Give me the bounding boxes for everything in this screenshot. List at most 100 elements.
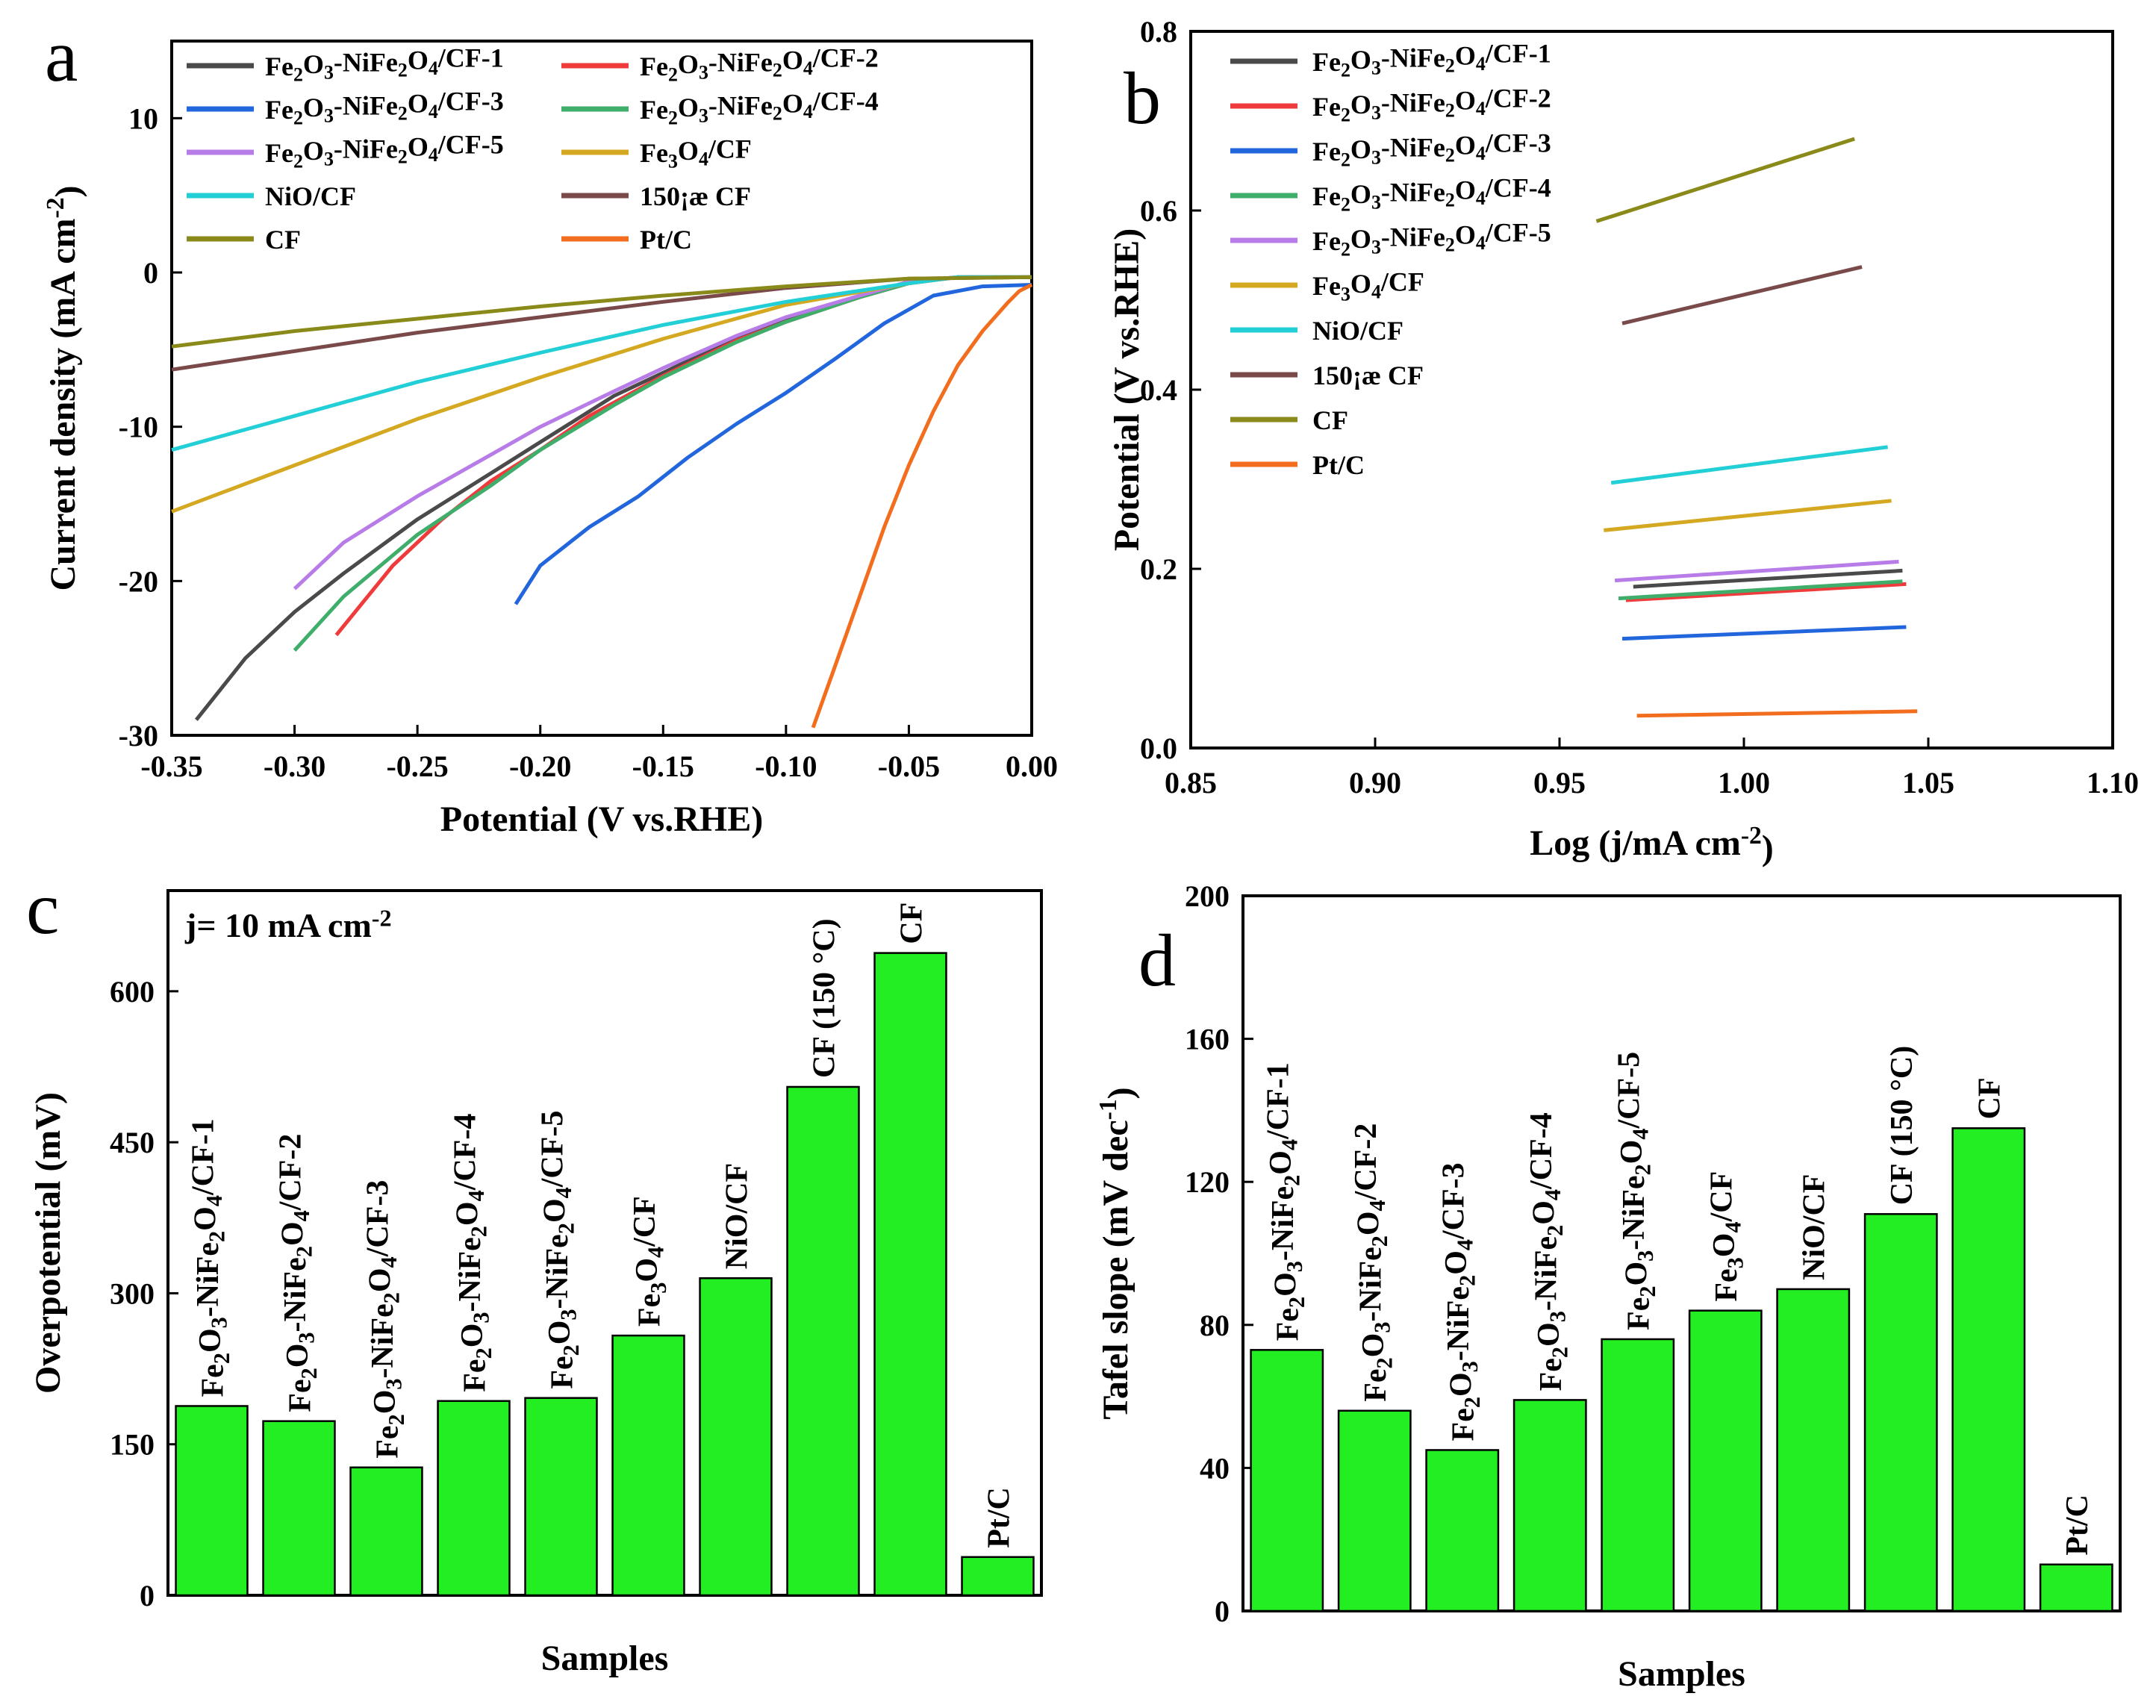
- y-tick-label: 0: [143, 256, 158, 290]
- bar: [175, 1405, 249, 1597]
- series-line: [1621, 625, 1907, 641]
- y-tick-label: -10: [119, 411, 158, 444]
- legend-label: Fe2O3-NiFe2O4/CF-5: [265, 130, 504, 172]
- y-tick-label: -30: [119, 719, 158, 752]
- y-tick-label: 0.4: [1140, 373, 1177, 407]
- bar: [524, 1397, 598, 1597]
- bar: [1337, 1409, 1412, 1612]
- bar: [1776, 1288, 1851, 1612]
- bar: [1425, 1449, 1500, 1612]
- panel-letter-c: c: [26, 867, 59, 950]
- panel-letter-a: a: [45, 14, 78, 97]
- legend-label: Fe2O3-NiFe2O4/CF-4: [1312, 173, 1551, 216]
- series-line: [811, 283, 1033, 729]
- x-tick-label: 0.85: [1165, 766, 1217, 800]
- bar: [262, 1420, 336, 1597]
- legend-label: Fe3O4/CF: [640, 134, 752, 172]
- legend-label: 150¡æ CF: [1312, 361, 1424, 390]
- panel-a-chart: -0.35 -0.30 -0.25 -0.20 -0.15 -0.10 -0.05 0.00 -…: [42, 40, 1058, 839]
- series-line: [171, 275, 1032, 349]
- y-tick-label: 0.0: [1140, 732, 1177, 765]
- x-axis-label: Potential (V vs.RHE): [440, 800, 763, 839]
- series-line: [1621, 265, 1863, 325]
- x-tick-label: 1.10: [2087, 766, 2139, 800]
- series-line: [1604, 499, 1892, 532]
- series-line: [514, 283, 1032, 605]
- bar-label: CF: [895, 903, 929, 944]
- bar: [1951, 1127, 2026, 1612]
- bar-label: Fe2O3-NiFe2O4/CF-5: [535, 1111, 584, 1389]
- bar: [873, 952, 947, 1597]
- legend-label: Fe2O3-NiFe2O4/CF-4: [640, 87, 879, 129]
- bar: [1250, 1349, 1324, 1612]
- x-tick-label: -0.35: [140, 749, 202, 783]
- legend-label: CF: [265, 225, 301, 255]
- bar-label: CF (150 °C): [808, 918, 842, 1078]
- bar-label: CF: [1973, 1077, 2007, 1119]
- legend-label: Fe2O3-NiFe2O4/CF-2: [640, 43, 879, 86]
- legend-label: NiO/CF: [265, 181, 356, 211]
- panel-d-chart: 0 40 80 120 160 200 Fe2O3-NiFe2O4/CF-1 Fe2O3-Ni…: [1094, 879, 2122, 1694]
- y-tick-label: 120: [1185, 1165, 1230, 1199]
- bar-label: Fe3O4/CF: [628, 1196, 671, 1327]
- x-tick-label: -0.10: [755, 749, 817, 783]
- y-axis-label: Overpotential (mV): [28, 1092, 68, 1394]
- series-line: [1618, 579, 1903, 601]
- panel-a-plot-frame: [170, 40, 1033, 737]
- y-tick-label: 40: [1200, 1451, 1230, 1485]
- panel-d-plot-frame: [1241, 894, 2122, 1612]
- x-tick-label: 1.00: [1718, 766, 1770, 800]
- panel-b-chart: 0.85 0.90 0.95 1.00 1.05 1.10 0.0 0.2 0.4 0.6 0.8 L…: [1107, 15, 2139, 867]
- series-line: [1610, 445, 1889, 485]
- bar: [961, 1556, 1035, 1597]
- bar: [1601, 1338, 1675, 1612]
- x-tick-label: -0.30: [264, 749, 325, 783]
- legend-label: Fe2O3-NiFe2O4/CF-3: [265, 87, 504, 129]
- legend-label: Fe2O3-NiFe2O4/CF-5: [1312, 218, 1551, 261]
- legend-label: Fe2O3-NiFe2O4/CF-1: [265, 43, 504, 86]
- legend-label: 150¡æ CF: [640, 181, 751, 211]
- x-tick-label: -0.20: [509, 749, 571, 783]
- bar-label: CF (150 °C): [1885, 1046, 1919, 1206]
- y-tick-label: 200: [1185, 879, 1230, 913]
- bar: [349, 1466, 423, 1597]
- series-line: [171, 275, 1032, 372]
- bar-label: Fe2O3-NiFe2O4/CF-2: [273, 1134, 322, 1412]
- y-tick-label: 0.8: [1140, 15, 1177, 49]
- series-line: [1636, 709, 1918, 718]
- x-tick-label: 0.95: [1533, 766, 1586, 800]
- y-tick-label: 300: [110, 1277, 155, 1310]
- legend-label: Pt/C: [640, 225, 692, 255]
- bar-label: NiO/CF: [720, 1163, 755, 1269]
- bar-label: Fe2O3-NiFe2O4/CF-3: [1437, 1162, 1486, 1441]
- x-tick-label: -0.05: [878, 749, 940, 783]
- bar-label: Fe2O3-NiFe2O4/CF-5: [1613, 1052, 1661, 1330]
- bar-label: NiO/CF: [1798, 1174, 1832, 1280]
- panel-letter-d: d: [1138, 919, 1176, 1002]
- x-axis-label: Log (j/mA cm-2): [1530, 822, 1774, 868]
- bar: [699, 1277, 773, 1597]
- series-line: [1595, 137, 1855, 223]
- y-tick-label: 0.6: [1140, 194, 1177, 228]
- x-tick-label: 0.90: [1349, 766, 1401, 800]
- bar: [1688, 1309, 1763, 1612]
- x-tick-label: 1.05: [1902, 766, 1954, 800]
- series-line: [1614, 559, 1899, 583]
- bar: [2039, 1563, 2113, 1612]
- bar: [611, 1334, 685, 1597]
- x-tick-label: 0.00: [1006, 749, 1058, 783]
- bar-label: Fe2O3-NiFe2O4/CF-2: [1349, 1123, 1398, 1402]
- legend-label: Fe2O3-NiFe2O4/CF-3: [1312, 128, 1551, 171]
- legend-label: NiO/CF: [1312, 316, 1403, 346]
- bar: [786, 1085, 860, 1597]
- x-tick-label: -0.25: [386, 749, 448, 783]
- current-density-annotation: j= 10 mA cm-2: [184, 905, 392, 944]
- y-tick-label: -20: [119, 564, 158, 598]
- y-tick-label: 450: [110, 1126, 155, 1159]
- y-tick-label: 80: [1200, 1309, 1230, 1342]
- y-axis-label: Current density (mA cm-2): [42, 185, 88, 590]
- bar-label: Fe2O3-NiFe2O4/CF-1: [1262, 1062, 1310, 1341]
- y-tick-label: 0: [140, 1579, 155, 1612]
- bar-label: Fe2O3-NiFe2O4/CF-3: [361, 1180, 409, 1459]
